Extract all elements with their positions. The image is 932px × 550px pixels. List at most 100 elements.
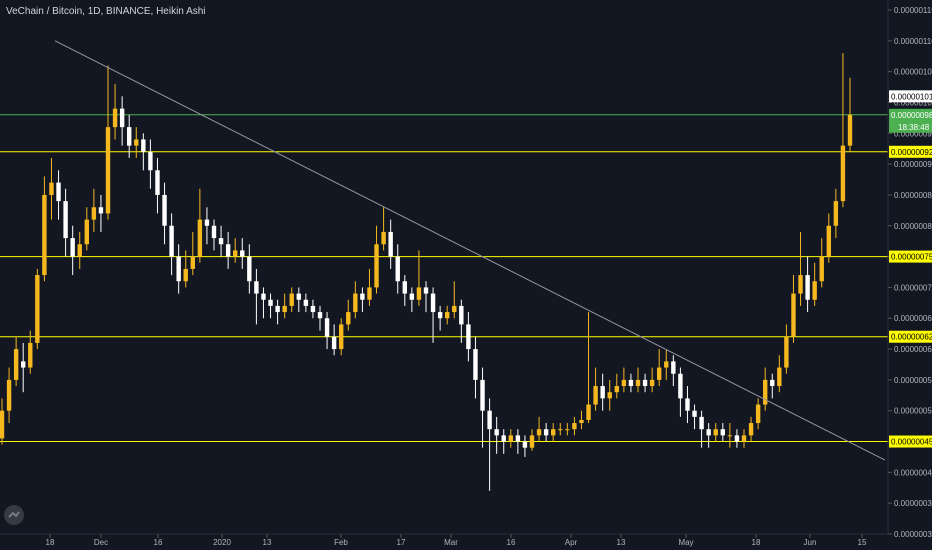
current-price-tag[interactable] xyxy=(889,108,932,133)
x-tick-label: 13 xyxy=(263,538,272,547)
candle-body xyxy=(254,281,259,294)
time-axis[interactable]: 18 Dec 16 2020 13 Feb 17 Mar 16 Apr 13 May 18 Jun 15 xyxy=(0,533,888,547)
candle-body xyxy=(240,250,245,257)
candle-body xyxy=(261,293,266,300)
candle-body xyxy=(35,275,40,343)
last-price-label: 0.00000101 xyxy=(891,92,932,101)
level-price-label: 0.00000045 xyxy=(891,438,932,447)
level-price-tag[interactable] xyxy=(889,435,932,448)
candle-body xyxy=(699,416,704,430)
candle-body xyxy=(6,379,12,411)
y-tick-label: 0.00000105 xyxy=(894,68,932,77)
x-tick-label: Jun xyxy=(804,538,817,547)
candle-body xyxy=(119,108,125,128)
candle-body xyxy=(628,379,634,387)
candle-body xyxy=(614,386,619,393)
y-tick-label: 0.00000085 xyxy=(894,191,932,200)
candle-body xyxy=(459,305,464,325)
candle-body xyxy=(445,312,450,319)
x-tick-label: 18 xyxy=(46,538,55,547)
candle-body xyxy=(21,361,26,368)
candles xyxy=(0,53,853,491)
candle-body xyxy=(190,256,195,269)
candle-body xyxy=(664,361,669,368)
candle-body xyxy=(572,423,577,430)
candle-body xyxy=(536,429,542,436)
candle-body xyxy=(381,231,386,245)
candle-body xyxy=(551,429,556,436)
candle-body xyxy=(148,151,153,171)
candle-body xyxy=(621,379,627,387)
x-tick-label: Mar xyxy=(444,538,458,547)
price-axis[interactable]: 0.00000115 0.00000110 0.00000105 0.00000100… xyxy=(887,0,932,539)
x-tick-label: Dec xyxy=(94,538,108,547)
x-tick-label: May xyxy=(678,538,693,547)
candle-body xyxy=(282,305,287,313)
candle-body xyxy=(593,386,598,405)
trendline[interactable] xyxy=(54,40,886,461)
level-price-label: 0.00000062 xyxy=(891,333,932,342)
last-price-tag[interactable] xyxy=(889,90,932,103)
candle-body xyxy=(678,373,683,399)
y-tick-label: 0.00000095 xyxy=(894,129,932,138)
candle-body xyxy=(685,398,690,411)
candle-body xyxy=(77,244,82,257)
candle-body xyxy=(579,419,584,424)
chart-title: VeChain / Bitcoin, 1D, BINANCE, Heikin A… xyxy=(6,6,206,17)
candle-body xyxy=(63,201,68,239)
candle-body xyxy=(748,423,754,436)
y-tick-label: 0.00000065 xyxy=(894,314,932,323)
y-tick-label: 0.00000035 xyxy=(894,499,932,508)
candle-body xyxy=(374,244,379,288)
candle-body xyxy=(565,429,570,431)
candle-body xyxy=(155,170,160,195)
candle-body xyxy=(840,145,846,202)
countdown-label: 18:38:48 xyxy=(898,123,930,132)
candle-body xyxy=(847,114,853,146)
candle-body xyxy=(13,349,19,380)
x-tick-label: 16 xyxy=(507,538,516,547)
candle-body xyxy=(225,244,231,257)
level-price-tag[interactable] xyxy=(889,330,932,343)
candle-body xyxy=(657,367,662,380)
candle-body xyxy=(812,281,817,300)
x-tick-label: Feb xyxy=(334,538,348,547)
tradingview-logo-icon[interactable] xyxy=(4,505,24,525)
candle-body xyxy=(339,324,344,350)
candle-body xyxy=(734,435,740,442)
candle-body xyxy=(275,305,280,313)
y-tick-label: 0.00000055 xyxy=(894,376,932,385)
candle-body xyxy=(671,361,676,374)
x-tick-label: 2020 xyxy=(213,538,231,547)
candle-body xyxy=(211,225,217,239)
current-price-label: 0.00000098 xyxy=(891,111,932,120)
candle-body xyxy=(162,194,167,226)
candle-body xyxy=(826,225,831,257)
level-price-tag[interactable] xyxy=(889,145,932,158)
candle-body xyxy=(770,379,775,387)
candle-body xyxy=(70,238,75,257)
candle-body xyxy=(84,219,89,245)
candle-body xyxy=(56,182,61,202)
candle-body xyxy=(360,293,365,300)
candle-body xyxy=(755,404,761,424)
candle-body xyxy=(480,379,485,411)
x-tick-label: 16 xyxy=(154,538,163,547)
horizontal-levels[interactable] xyxy=(0,114,888,443)
candle-body xyxy=(409,293,415,300)
candle-body xyxy=(586,404,591,420)
trendline-group[interactable] xyxy=(54,40,886,461)
candle-body xyxy=(508,435,513,442)
candle-body xyxy=(713,429,718,436)
candle-body xyxy=(452,305,457,313)
candle-body xyxy=(169,225,174,257)
level-price-tag[interactable] xyxy=(889,250,932,263)
candle-body xyxy=(607,392,612,399)
candle-body xyxy=(183,268,188,282)
x-tick-label: 13 xyxy=(617,538,626,547)
